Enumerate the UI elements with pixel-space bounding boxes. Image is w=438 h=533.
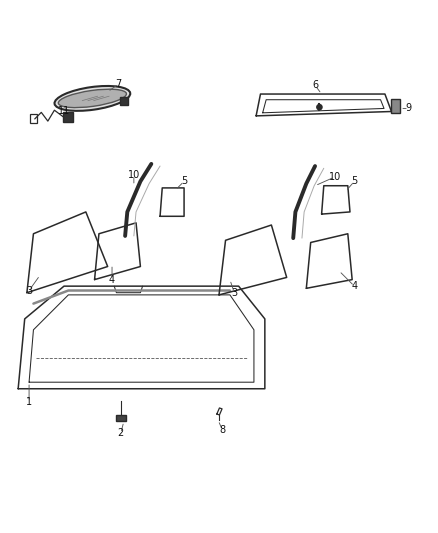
Text: 1: 1 bbox=[26, 397, 32, 407]
Text: 10: 10 bbox=[128, 170, 140, 180]
Text: 4: 4 bbox=[351, 281, 357, 291]
Text: 11: 11 bbox=[58, 106, 70, 116]
FancyBboxPatch shape bbox=[120, 96, 127, 104]
Text: 2: 2 bbox=[118, 429, 124, 438]
Text: 9: 9 bbox=[406, 103, 412, 114]
Text: 3: 3 bbox=[231, 288, 237, 298]
FancyBboxPatch shape bbox=[392, 99, 400, 113]
Text: 8: 8 bbox=[219, 425, 226, 435]
Text: 7: 7 bbox=[116, 79, 122, 89]
Text: 4: 4 bbox=[109, 274, 115, 285]
Text: 10: 10 bbox=[328, 172, 341, 182]
FancyBboxPatch shape bbox=[63, 112, 73, 122]
Text: 5: 5 bbox=[181, 176, 187, 187]
Text: 6: 6 bbox=[312, 80, 318, 90]
Ellipse shape bbox=[54, 86, 130, 111]
FancyBboxPatch shape bbox=[116, 415, 126, 422]
Ellipse shape bbox=[58, 89, 127, 108]
Text: 5: 5 bbox=[351, 176, 357, 187]
Text: 3: 3 bbox=[26, 286, 32, 295]
Circle shape bbox=[317, 104, 322, 110]
